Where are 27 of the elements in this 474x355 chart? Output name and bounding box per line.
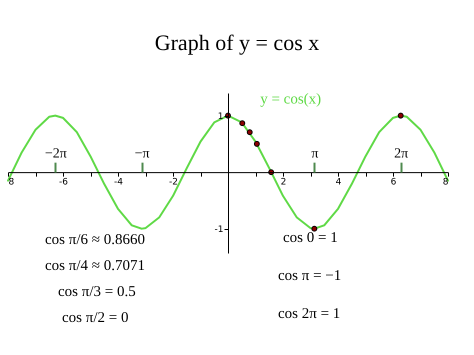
x2-tick-label: −π	[134, 146, 150, 162]
x-tick-label: 8	[442, 178, 449, 188]
x-tick-label: -6	[59, 178, 68, 188]
x2-tick-label: −2π	[44, 146, 67, 162]
text: cos π/3 = 0.5	[58, 284, 136, 301]
annotation: cos 0 = 1	[283, 230, 338, 247]
point	[254, 140, 260, 147]
x-tick-label: -2	[169, 178, 178, 188]
x2-tick-label: 2π	[394, 146, 408, 162]
x2-tick-label: π	[311, 146, 318, 162]
text: cos π/2 = 0	[62, 310, 128, 327]
text: cos π/4 ≈ 0.7071	[45, 258, 145, 275]
chart-title: Graph of y = cos x	[154, 30, 320, 56]
point	[246, 129, 253, 136]
point	[311, 226, 318, 232]
x-tick-label: -4	[114, 178, 124, 188]
series-label: y = cos(x)	[260, 92, 322, 108]
text: cos 2π = 1	[278, 306, 340, 323]
text: cos π = −1	[278, 268, 342, 285]
x-tick-label: 8	[8, 178, 14, 188]
annotation: cos π/6 ≈ 0.8660	[45, 232, 145, 249]
x-tick-label: 4	[336, 178, 342, 188]
point	[239, 120, 246, 126]
point	[398, 112, 404, 119]
x-tick-label: 6	[390, 178, 397, 188]
x-tick-label: 2	[280, 178, 286, 188]
y-tick-label: -1	[214, 225, 224, 236]
